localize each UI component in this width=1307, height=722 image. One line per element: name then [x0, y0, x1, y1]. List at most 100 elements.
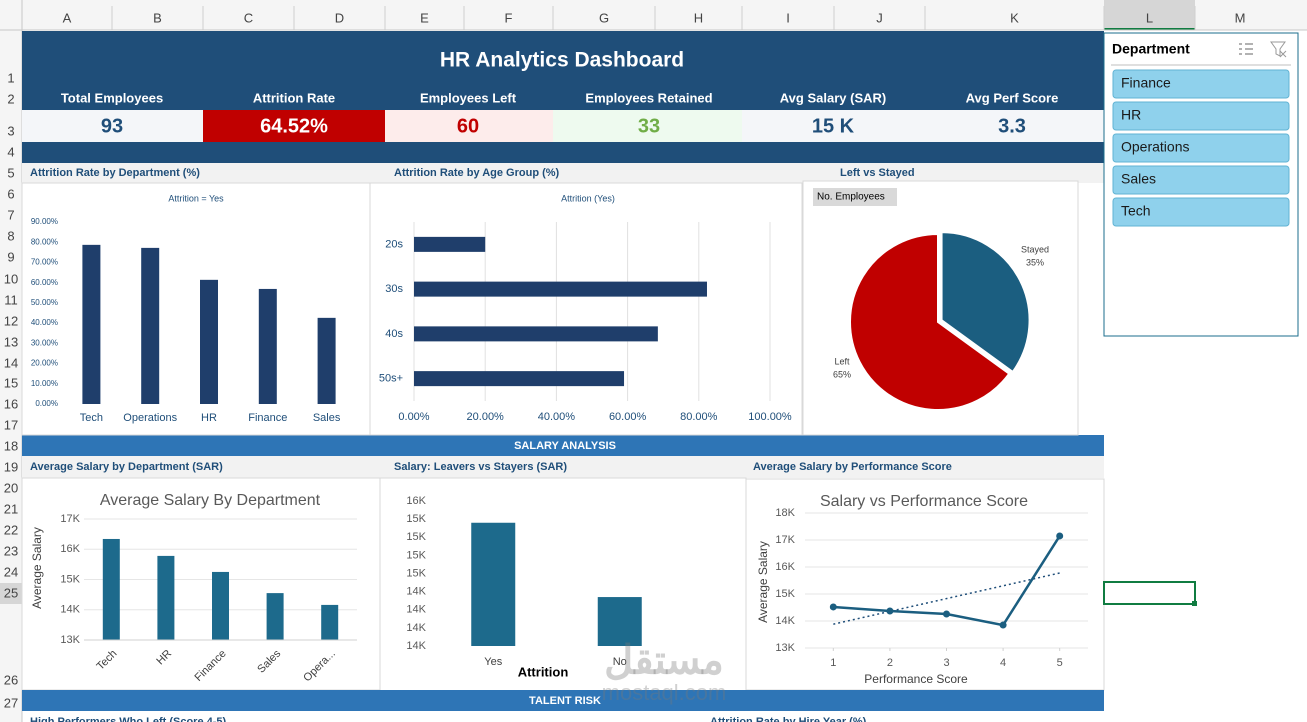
- slicer-item[interactable]: [1112, 101, 1290, 131]
- y-tick-label: 90.00%: [31, 217, 58, 226]
- chart-header: Attrition Rate by Hire Year (%): [710, 716, 867, 722]
- section-header-row: [22, 456, 1104, 478]
- chart-header: Attrition Rate by Department (%): [30, 167, 200, 179]
- kpi-value: 33: [638, 115, 660, 137]
- filter-label: No. Employees: [817, 192, 885, 203]
- title-banner: [22, 31, 1104, 110]
- bar: [157, 555, 175, 640]
- selected-row-header: [0, 583, 22, 604]
- line-marker: [829, 603, 837, 611]
- x-tick-label: No: [613, 656, 627, 668]
- y-tick-label: 50s+: [379, 373, 403, 385]
- slicer-item-label: Sales: [1121, 171, 1156, 187]
- chart-header: Attrition Rate by Age Group (%): [394, 167, 560, 179]
- y-tick-label: 80.00%: [31, 237, 58, 246]
- column-header: I: [786, 10, 790, 25]
- row-header: 1: [7, 70, 14, 85]
- y-tick-label: 14K: [775, 615, 795, 627]
- row-header: 24: [4, 564, 18, 579]
- section-title: TALENT RISK: [529, 695, 601, 707]
- slicer-title: Department: [1112, 41, 1190, 57]
- slicer-item[interactable]: [1112, 69, 1290, 99]
- row-header: 20: [4, 480, 18, 495]
- clear-filter-icon[interactable]: [1270, 41, 1287, 58]
- row-header: 12: [4, 313, 18, 328]
- chart-subtitle: Attrition = Yes: [168, 193, 224, 203]
- row-header: 16: [4, 396, 18, 411]
- row-header: 19: [4, 459, 18, 474]
- row-header: 10: [4, 271, 18, 286]
- row-header: 13: [4, 334, 18, 349]
- y-tick-label: 20s: [385, 238, 403, 250]
- kpi-card: [385, 110, 553, 142]
- kpi-value: 3.3: [998, 115, 1026, 137]
- y-tick-label: 0.00%: [35, 399, 58, 408]
- column-header: C: [244, 10, 253, 25]
- x-tick-label: 3: [943, 657, 949, 669]
- x-tick-label: Tech: [80, 412, 103, 424]
- x-tick-label: 80.00%: [680, 411, 718, 423]
- chart-header: High Performers Who Left (Score 4-5): [30, 716, 227, 722]
- slicer-item-label: HR: [1121, 107, 1141, 123]
- watermark: mostaql.com: [602, 680, 727, 705]
- row-header: 26: [4, 672, 18, 687]
- row-header: 2: [7, 91, 14, 106]
- column-header: G: [599, 10, 609, 25]
- bar: [317, 317, 336, 404]
- slicer-item[interactable]: [1112, 197, 1290, 227]
- row-header: 11: [4, 292, 18, 307]
- x-tick-label: 40.00%: [538, 411, 576, 423]
- slice-label: Stayed: [1021, 244, 1049, 254]
- slicer-item[interactable]: [1112, 165, 1290, 195]
- row-header: 23: [4, 543, 18, 558]
- y-tick-label: 15K: [60, 573, 80, 585]
- y-tick-label: 50.00%: [31, 298, 58, 307]
- column-header: H: [694, 10, 703, 25]
- y-tick-label: 16K: [406, 495, 426, 507]
- chart-header: Left vs Stayed: [840, 167, 915, 179]
- divider-band: [22, 142, 1104, 163]
- chart-title: Average Salary By Department: [100, 492, 321, 509]
- bar: [212, 571, 229, 640]
- bar: [141, 247, 160, 404]
- chart-panel: [369, 182, 803, 436]
- kpi-card: [203, 110, 385, 142]
- y-tick-label: 15K: [775, 588, 795, 600]
- bar: [414, 326, 658, 342]
- kpi-value: 93: [101, 115, 123, 137]
- line-marker: [1056, 532, 1064, 540]
- row-header: 9: [7, 249, 14, 264]
- y-tick-label: 17K: [775, 534, 795, 546]
- chart-header: Average Salary by Department (SAR): [30, 461, 223, 473]
- y-tick-label: 70.00%: [31, 258, 58, 267]
- kpi-value: 15 K: [812, 115, 855, 137]
- bar: [321, 604, 339, 640]
- slicer-item[interactable]: [1112, 133, 1290, 163]
- x-axis-title: Attrition: [518, 664, 569, 679]
- bar: [200, 279, 218, 404]
- y-axis-title: Average Salary: [30, 527, 44, 609]
- multi-select-icon[interactable]: [1239, 43, 1253, 55]
- y-axis-title: Average Salary: [756, 541, 770, 623]
- y-tick-label: 17K: [60, 513, 80, 525]
- chart-panel: [745, 478, 1105, 691]
- dashboard-title: HR Analytics Dashboard: [440, 49, 684, 72]
- bar: [597, 597, 642, 646]
- y-tick-label: 10.00%: [31, 379, 58, 388]
- row-header: 17: [4, 417, 18, 432]
- kpi-label: Avg Salary (SAR): [780, 90, 886, 105]
- pie-slice: [849, 232, 1011, 411]
- y-tick-label: 15K: [406, 567, 426, 579]
- row-header-bar: [0, 30, 22, 722]
- line-marker: [943, 610, 950, 618]
- column-header: J: [876, 10, 883, 25]
- selected-cell: [1103, 581, 1196, 605]
- y-tick-label: 20.00%: [31, 359, 58, 368]
- bar: [414, 281, 707, 297]
- kpi-card: [925, 110, 1104, 142]
- section-band: [22, 690, 1104, 711]
- x-axis-title: Performance Score: [864, 672, 968, 686]
- fill-handle: [1192, 601, 1197, 606]
